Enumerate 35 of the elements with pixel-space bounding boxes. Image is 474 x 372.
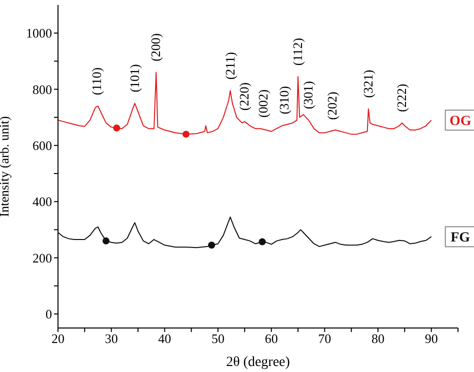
annotation: (002) (255, 89, 270, 118)
x-tick-label: 30 (104, 331, 118, 346)
x-tick-label: 60 (264, 331, 278, 346)
y-tick-label: 0 (46, 306, 52, 322)
annotation: (321) (360, 70, 376, 98)
x-axis-title: 2θ (degree) (226, 355, 290, 370)
point (102, 237, 110, 244)
point (208, 242, 216, 249)
annotation: (112) (290, 38, 305, 66)
annotation: (301) (300, 80, 316, 110)
series-label: OG (449, 114, 472, 130)
point (113, 124, 120, 132)
point (182, 130, 190, 138)
annotation: (101) (126, 64, 142, 92)
annotation: (220) (236, 82, 252, 111)
x-tick-label: 90 (424, 331, 438, 346)
y-tick-label: 400 (32, 194, 52, 210)
annotation: (200) (148, 33, 164, 62)
series-label: FG (450, 230, 470, 246)
x-tick-label: 40 (158, 331, 172, 346)
x-tick-label: 80 (372, 331, 384, 346)
line-series (58, 216, 432, 248)
annotation: (211) (222, 52, 238, 80)
y-tick-label: 1000 (26, 26, 52, 41)
y-tick-label: 200 (32, 250, 52, 266)
x-tick-label: 70 (318, 331, 332, 346)
annotation: (310) (276, 86, 292, 114)
annotation: (202) (324, 92, 340, 120)
point (258, 238, 266, 246)
x-tick-label: 50 (212, 331, 224, 346)
x-tick-label: 20 (52, 331, 64, 346)
annotation: (110) (88, 67, 104, 96)
y-tick-label: 600 (32, 138, 52, 154)
annotation: (222) (394, 84, 409, 112)
y-tick-label: 800 (32, 82, 52, 97)
